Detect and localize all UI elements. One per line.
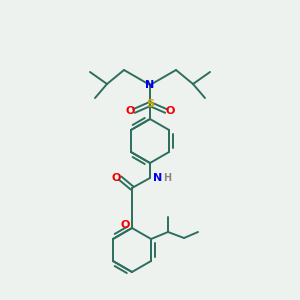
Text: O: O [111, 173, 121, 183]
Text: S: S [146, 99, 154, 109]
Text: H: H [163, 173, 171, 183]
Text: O: O [120, 220, 130, 230]
Text: O: O [125, 106, 135, 116]
Text: N: N [153, 173, 163, 183]
Text: N: N [146, 80, 154, 90]
Text: O: O [165, 106, 175, 116]
